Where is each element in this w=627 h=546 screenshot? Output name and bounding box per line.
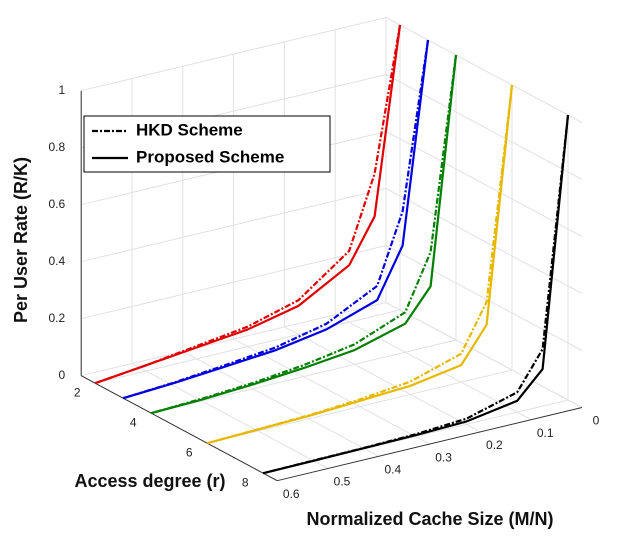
- proposed-line: [94, 24, 402, 385]
- proposed-line: [206, 84, 514, 445]
- legend-label: Proposed Scheme: [136, 147, 284, 166]
- proposed-line: [150, 54, 458, 415]
- x-tick-label: 0.2: [486, 438, 503, 452]
- legend-label: HKD Scheme: [136, 120, 243, 139]
- z-tick-label: 0.4: [49, 254, 66, 268]
- z-tick-label: 1: [59, 83, 66, 97]
- grid-line: [131, 363, 329, 469]
- y-axis-title: Access degree (r): [74, 471, 225, 491]
- grid-line: [385, 74, 583, 180]
- y-tick-label: 4: [130, 415, 137, 429]
- x-axis: [277, 407, 583, 482]
- grid-line: [95, 309, 401, 384]
- y-tick-label: 2: [74, 385, 81, 399]
- x-tick-label: 0.6: [283, 487, 300, 501]
- z-tick-label: 0.6: [49, 197, 66, 211]
- grid-line: [151, 339, 457, 414]
- x-tick-label: 0.5: [334, 475, 351, 489]
- x-tick-label: 0: [593, 414, 600, 428]
- grid-line: [385, 17, 583, 123]
- grid-line: [284, 326, 481, 433]
- hkd-line: [122, 39, 430, 400]
- z-tick-label: 0: [59, 368, 66, 382]
- z-tick-label: 0.8: [49, 140, 66, 154]
- x-tick-label: 0.4: [384, 462, 401, 476]
- x-tick-label: 0.1: [537, 426, 554, 440]
- legend-box: [83, 115, 331, 173]
- z-axis-title: Per User Rate (R/K): [11, 157, 31, 323]
- grid-line: [385, 245, 583, 351]
- grid-line: [233, 338, 430, 445]
- grid-line: [385, 188, 583, 294]
- grid-line: [207, 369, 513, 444]
- grid-line: [385, 302, 583, 408]
- y-tick-label: 8: [242, 475, 249, 489]
- x-axis-title: Normalized Cache Size (M/N): [306, 509, 553, 529]
- grid-line: [334, 314, 532, 421]
- grid-line: [385, 131, 583, 237]
- x-tick-label: 0.3: [435, 450, 452, 464]
- y-axis: [80, 375, 278, 482]
- proposed-line: [262, 114, 570, 475]
- proposed-line: [122, 39, 430, 400]
- z-tick-label: 0.2: [49, 311, 66, 325]
- y-tick-label: 6: [186, 445, 193, 459]
